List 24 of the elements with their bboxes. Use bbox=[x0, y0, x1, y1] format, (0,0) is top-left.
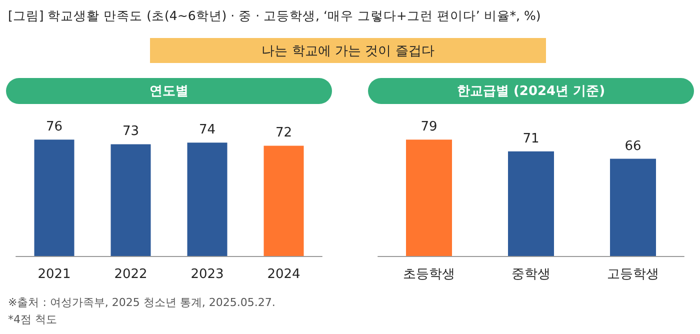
chart-title: 한교급별 (2024년 기준) bbox=[368, 78, 694, 104]
x-tick-label: 초등학생 bbox=[403, 267, 455, 282]
data-label: 79 bbox=[420, 120, 438, 135]
x-tick-label: 2023 bbox=[190, 267, 224, 282]
data-label: 71 bbox=[522, 131, 540, 146]
x-tick-label: 2021 bbox=[38, 267, 71, 282]
x-tick-label: 중학생 bbox=[512, 267, 550, 282]
data-label: 72 bbox=[275, 126, 292, 141]
text: *4점 척도 bbox=[8, 312, 58, 328]
text: [그림] 학교생활 만족도 (초(4~6학년) · 중 · 고등학생, ‘매우 그렇다+그런 편이다’ 비율*, %) bbox=[8, 8, 541, 25]
x-tick-label: 2022 bbox=[114, 267, 148, 282]
x-tick-label: 2024 bbox=[267, 267, 300, 282]
bar bbox=[187, 142, 228, 256]
data-label: 74 bbox=[198, 122, 216, 138]
bar bbox=[264, 146, 304, 256]
text: 나는 학교에 가는 것이 즐겁다 bbox=[150, 38, 546, 63]
x-tick-label: 고등학생 bbox=[607, 267, 659, 282]
data-label: 73 bbox=[122, 124, 140, 140]
data-label: 66 bbox=[624, 138, 642, 154]
bar bbox=[110, 144, 151, 256]
text: ※출처 : 여성가족부, 2025 청소년 통계, 2025.05.27. bbox=[8, 295, 276, 311]
bar bbox=[34, 140, 74, 256]
data-label: 76 bbox=[46, 120, 63, 135]
chart-title: 연도별 bbox=[6, 78, 332, 104]
